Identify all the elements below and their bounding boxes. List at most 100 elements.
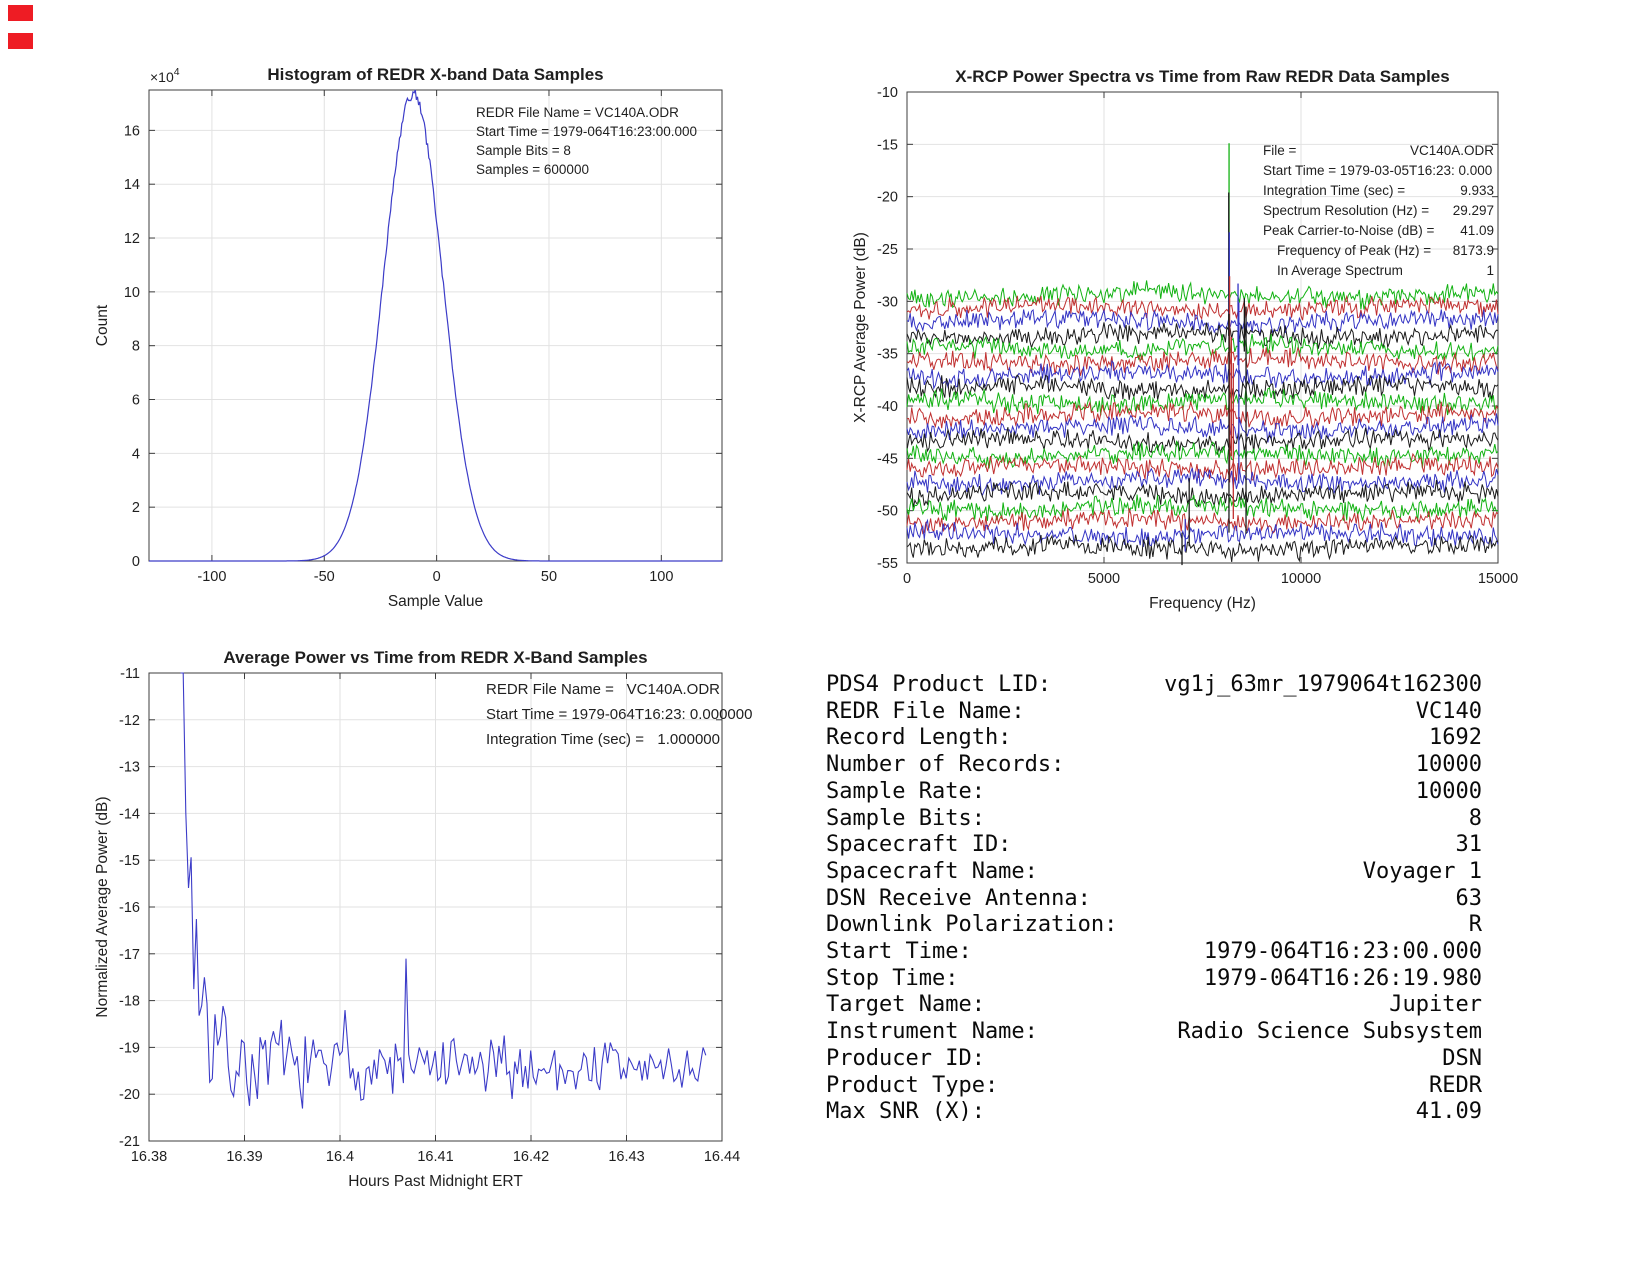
meta-label: Instrument Name: bbox=[826, 1019, 1038, 1045]
y-tick-label: 10 bbox=[124, 285, 140, 301]
legend-value: 8173.9 bbox=[1453, 243, 1494, 258]
data-line bbox=[149, 89, 722, 562]
meta-label: PDS4 Product LID: bbox=[826, 672, 1052, 697]
meta-row: Instrument Name: Radio Science Subsystem bbox=[826, 1019, 1482, 1046]
x-tick-label: 16.38 bbox=[131, 1149, 167, 1165]
y-tick-label: -19 bbox=[119, 1040, 140, 1056]
meta-label: Number of Records: bbox=[826, 752, 1065, 778]
x-tick-label: 100 bbox=[649, 569, 673, 585]
meta-value: 41.09 bbox=[1415, 1099, 1482, 1125]
x-tick-label: 10000 bbox=[1281, 571, 1321, 587]
meta-value: VC140 bbox=[1415, 698, 1482, 724]
y-tick-label: -13 bbox=[119, 760, 140, 776]
y-tick-label: -25 bbox=[877, 242, 898, 258]
x-tick-label: 16.41 bbox=[417, 1149, 453, 1165]
x-tick-label: 0 bbox=[433, 569, 441, 585]
meta-value: vg1j_63mr_1979064t162300 bbox=[1164, 672, 1482, 697]
legend-value: 29.297 bbox=[1453, 203, 1494, 218]
legend-label: In Average Spectrum bbox=[1277, 263, 1403, 278]
legend-value: 1 bbox=[1486, 263, 1494, 278]
meta-label: Max SNR (X): bbox=[826, 1099, 985, 1125]
meta-row: Producer ID: DSN bbox=[826, 1046, 1482, 1073]
annotation-line: Samples = 600000 bbox=[476, 162, 589, 177]
annotation-line: Sample Bits = 8 bbox=[476, 143, 571, 158]
meta-label: Product Type: bbox=[826, 1072, 999, 1098]
data-line bbox=[906, 387, 1499, 416]
y-tick-label: -11 bbox=[120, 666, 140, 682]
legend-label: File = bbox=[1263, 143, 1297, 158]
x-tick-label: 16.4 bbox=[326, 1149, 354, 1165]
x-tick-label: 16.39 bbox=[226, 1149, 262, 1165]
y-tick-label: -55 bbox=[877, 556, 898, 572]
y-tick-label: 0 bbox=[132, 554, 140, 570]
meta-row: DSN Receive Antenna: 63 bbox=[826, 886, 1482, 913]
meta-label: Sample Bits: bbox=[826, 805, 985, 831]
meta-row: Product Type: REDR bbox=[826, 1073, 1482, 1100]
y-tick-label: 14 bbox=[124, 177, 140, 193]
y-tick-label: -10 bbox=[877, 85, 898, 101]
y-tick-label: -12 bbox=[119, 713, 140, 729]
data-line bbox=[906, 359, 1499, 390]
meta-value: Jupiter bbox=[1389, 992, 1482, 1018]
data-line bbox=[906, 467, 1499, 496]
x-tick-label: -50 bbox=[314, 569, 335, 585]
data-line bbox=[906, 534, 1498, 563]
annotation-label: Start Time = 1979-064T16:23: 0.000000 bbox=[486, 706, 752, 723]
y-tick-label: -17 bbox=[119, 947, 140, 963]
meta-value: 1692 bbox=[1429, 725, 1482, 751]
x-tick-label: 15000 bbox=[1478, 571, 1518, 587]
meta-value: REDR bbox=[1429, 1072, 1482, 1098]
data-line bbox=[906, 346, 1499, 376]
legend-value: 9.933 bbox=[1460, 183, 1494, 198]
x-tick-label: 0 bbox=[903, 571, 911, 587]
meta-label: Spacecraft Name: bbox=[826, 858, 1038, 884]
data-line bbox=[906, 374, 1499, 401]
y-tick-label: 16 bbox=[124, 123, 140, 139]
meta-row: Sample Rate: 10000 bbox=[826, 779, 1482, 806]
plot-title: X-RCP Power Spectra vs Time from Raw RED… bbox=[955, 67, 1449, 86]
meta-label: Stop Time: bbox=[826, 965, 959, 991]
data-line bbox=[906, 333, 1499, 361]
legend-label: Peak Carrier-to-Noise (dB) = bbox=[1263, 223, 1435, 238]
annotation-line: REDR File Name = VC140A.ODR bbox=[476, 105, 679, 120]
axis-box bbox=[906, 91, 1499, 564]
annotation-value: 1.000000 bbox=[657, 731, 720, 748]
data-line bbox=[906, 452, 1499, 481]
x-axis-label: Hours Past Midnight ERT bbox=[348, 1173, 523, 1190]
x-tick-label: -100 bbox=[197, 569, 226, 585]
meta-label: Producer ID: bbox=[826, 1045, 985, 1071]
y-tick-label: -21 bbox=[119, 1134, 140, 1150]
y-tick-label: -30 bbox=[877, 294, 898, 310]
x-tick-label: 16.43 bbox=[608, 1149, 644, 1165]
meta-label: Downlink Polarization: bbox=[826, 912, 1118, 938]
data-line bbox=[906, 294, 1499, 321]
meta-value: 10000 bbox=[1415, 778, 1482, 804]
y-tick-label: 8 bbox=[132, 339, 140, 355]
x-tick-label: 5000 bbox=[1088, 571, 1120, 587]
meta-value: 1979-064T16:23:00.000 bbox=[1203, 939, 1482, 965]
y-tick-label: -50 bbox=[877, 504, 898, 520]
meta-row: PDS4 Product LID: vg1j_63mr_1979064t16230… bbox=[826, 672, 1482, 699]
x-axis-label: Frequency (Hz) bbox=[1149, 595, 1256, 612]
meta-label: REDR File Name: bbox=[826, 698, 1025, 724]
x-axis-label: Sample Value bbox=[388, 593, 483, 610]
legend-value: VC140A.ODR bbox=[1410, 143, 1494, 158]
x-tick-label: 16.42 bbox=[513, 1149, 549, 1165]
data-line bbox=[906, 280, 1499, 310]
y-tick-label: -15 bbox=[119, 853, 140, 869]
axis-box bbox=[148, 89, 723, 562]
legend-value: 41.09 bbox=[1460, 223, 1494, 238]
y-axis-label: Count bbox=[94, 304, 111, 346]
annotation-label: Integration Time (sec) = bbox=[486, 731, 644, 748]
meta-row: Target Name: Jupiter bbox=[826, 992, 1482, 1019]
meta-value: Radio Science Subsystem bbox=[1177, 1019, 1482, 1045]
data-line bbox=[906, 508, 1499, 535]
y-tick-label: -35 bbox=[877, 347, 898, 363]
meta-value: 1979-064T16:26:19.980 bbox=[1203, 965, 1482, 991]
data-line bbox=[180, 672, 707, 1109]
y-tick-label: -45 bbox=[877, 451, 898, 467]
meta-label: DSN Receive Antenna: bbox=[826, 885, 1091, 911]
meta-label: Record Length: bbox=[826, 725, 1012, 751]
meta-row: Start Time: 1979-064T16:23:00.000 bbox=[826, 939, 1482, 966]
